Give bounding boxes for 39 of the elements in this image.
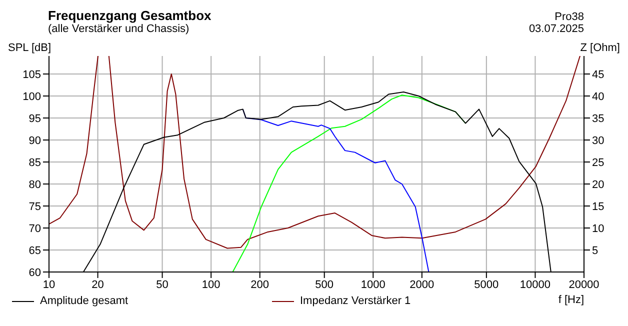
y-tick-label: 60	[28, 266, 41, 279]
y2-tick-label: 35	[592, 112, 604, 125]
y-tick-label: 85	[28, 156, 41, 169]
text: 03.07.2025	[528, 23, 584, 35]
x-tick-label: 5000	[474, 278, 499, 291]
y-tick-label: 65	[28, 244, 41, 257]
x-axis-title: f [Hz]	[558, 294, 584, 306]
chart-title: Frequenzgang Gesamtbox	[48, 8, 212, 23]
x-tick-label: 1000	[360, 278, 386, 291]
x-tick-label: 100	[202, 278, 220, 291]
y-tick-label: 70	[28, 222, 41, 235]
x-tick-label: 10	[42, 278, 56, 291]
y2-tick-label: 15	[592, 200, 604, 213]
y2-tick-label: 20	[592, 178, 604, 191]
y2-tick-label: 40	[592, 90, 604, 103]
y-tick-label: 75	[28, 200, 41, 213]
x-tick-label: 200	[250, 278, 270, 291]
x-tick-label: 20	[92, 278, 104, 291]
y2-tick-label: 30	[592, 134, 604, 147]
y-tick-label: 80	[28, 178, 41, 191]
x-tick-label: 10000	[520, 278, 551, 291]
x-tick-label: 500	[315, 278, 334, 291]
y-axis-title: SPL [dB]	[8, 42, 52, 54]
y2-tick-label: 25	[592, 156, 604, 169]
x-tick-label: 20000	[568, 278, 600, 291]
x-tick-label: 50	[156, 278, 168, 291]
y-tick-label: 105	[22, 68, 41, 81]
y2-tick-label: 5	[592, 244, 598, 257]
y2-tick-label: 45	[592, 68, 604, 81]
x-tick-label: 2000	[410, 278, 434, 291]
y2-tick-label: 10	[592, 222, 604, 235]
y-tick-label: 95	[28, 112, 41, 125]
legend-label: Impedanz Verstärker 1	[300, 295, 411, 307]
y-tick-label: 90	[28, 134, 41, 147]
legend-label: Amplitude gesamt	[40, 295, 128, 307]
text: Pro38	[554, 11, 584, 23]
chart-subtitle: (alle Verstärker und Chassis)	[48, 23, 190, 35]
y2-axis-title: Z [Ohm]	[580, 42, 620, 54]
y-tick-label: 100	[22, 90, 41, 103]
